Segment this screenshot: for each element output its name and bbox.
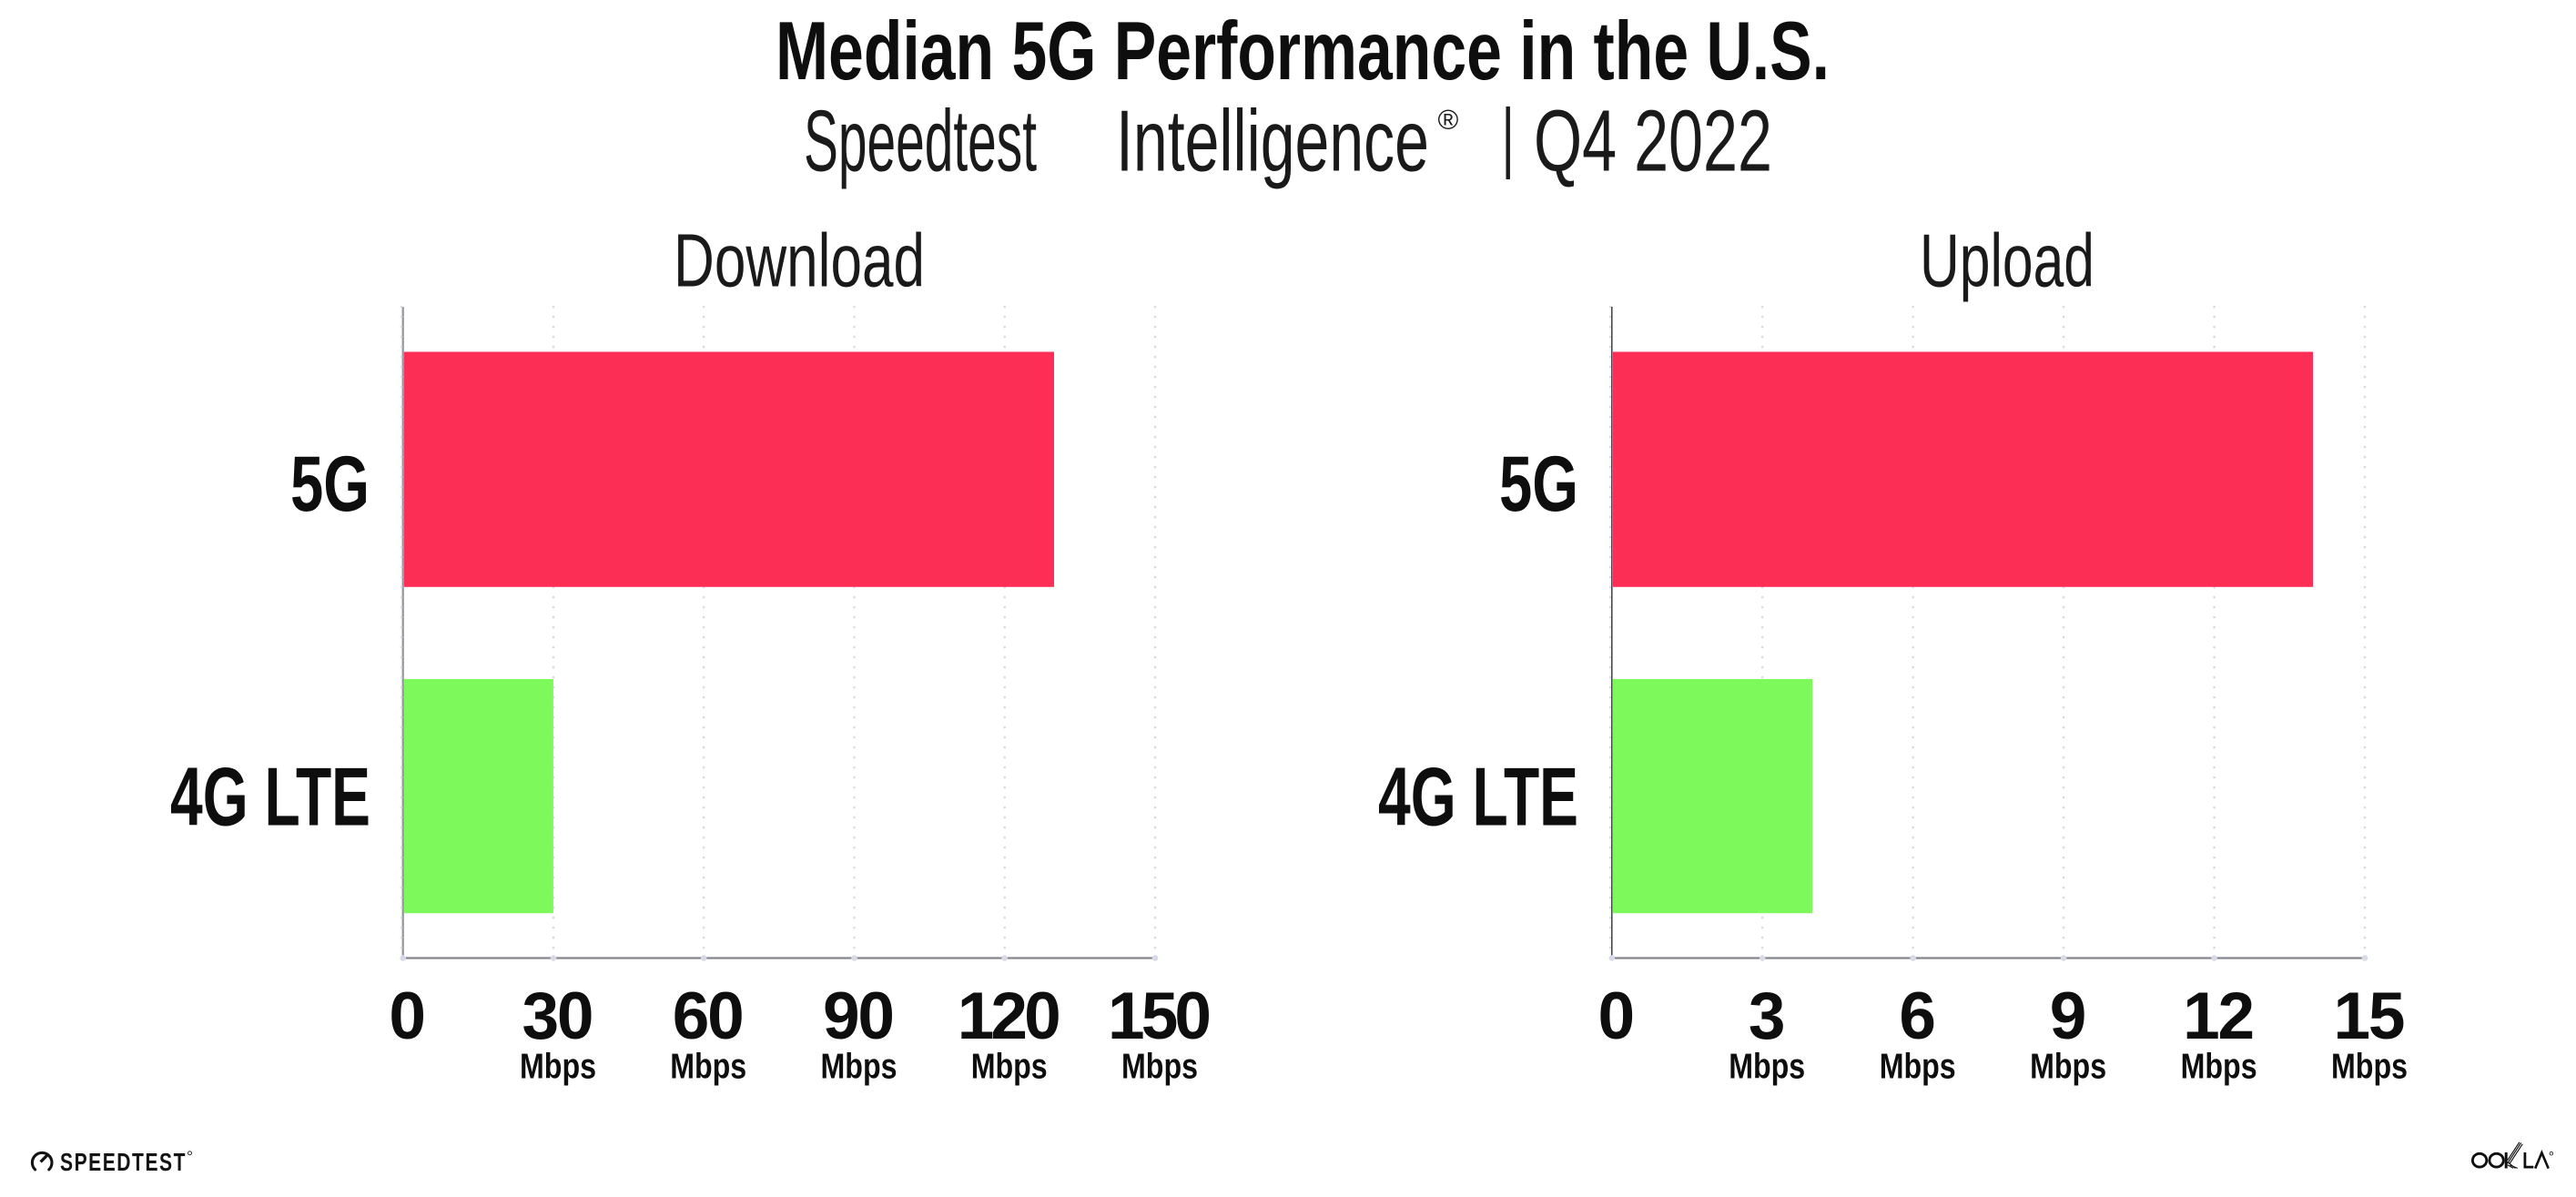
svg-text:Upload: Upload	[1920, 218, 2094, 303]
svg-text:Mbps: Mbps	[2030, 1048, 2106, 1087]
svg-text:60: 60	[673, 979, 745, 1053]
svg-text:Mbps: Mbps	[971, 1048, 1048, 1087]
svg-text:Download: Download	[674, 218, 925, 303]
svg-text:Mbps: Mbps	[520, 1048, 596, 1087]
svg-text:Q4 2022: Q4 2022	[1534, 93, 1772, 190]
svg-text:Speedtest: Speedtest	[804, 93, 1037, 190]
svg-text:Mbps: Mbps	[1121, 1048, 1198, 1087]
svg-text:6: 6	[1899, 979, 1936, 1053]
svg-text:Median 5G Performance in the U: Median 5G Performance in the U.S.	[776, 5, 1830, 97]
svg-text:90: 90	[823, 979, 895, 1053]
svg-text:15: 15	[2334, 979, 2406, 1053]
svg-text:120: 120	[958, 979, 1061, 1053]
svg-text:4G LTE: 4G LTE	[170, 752, 370, 844]
svg-text:SPEEDTEST: SPEEDTEST	[60, 1148, 187, 1176]
svg-text:Mbps: Mbps	[1880, 1048, 1956, 1087]
svg-text:Mbps: Mbps	[670, 1048, 746, 1087]
svg-text:Mbps: Mbps	[2181, 1048, 2257, 1087]
svg-text:0: 0	[1597, 979, 1635, 1053]
svg-text:5G: 5G	[290, 441, 370, 528]
svg-text:Mbps: Mbps	[1729, 1048, 1805, 1087]
svg-text:9: 9	[2050, 979, 2087, 1053]
svg-text:5G: 5G	[1499, 441, 1578, 528]
svg-text:3: 3	[1749, 979, 1786, 1053]
svg-text:30: 30	[522, 979, 594, 1053]
svg-text:12: 12	[2183, 979, 2255, 1053]
svg-text:150: 150	[1108, 979, 1212, 1053]
svg-text:0: 0	[389, 979, 426, 1053]
svg-text:Mbps: Mbps	[2331, 1048, 2408, 1087]
svg-text:Intelligence: Intelligence	[1116, 93, 1429, 190]
svg-text:Mbps: Mbps	[821, 1048, 898, 1087]
svg-text:4G LTE: 4G LTE	[1378, 752, 1578, 844]
svg-text:®: ®	[1438, 104, 1459, 136]
